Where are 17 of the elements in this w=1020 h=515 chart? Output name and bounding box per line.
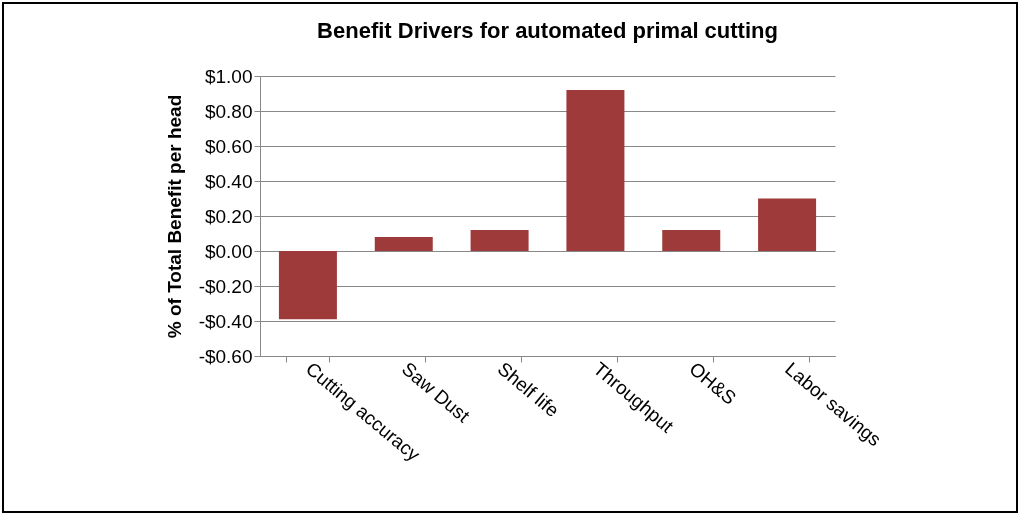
bar xyxy=(566,90,625,251)
y-axis-title: % of Total Benefit per head xyxy=(163,94,185,339)
bar xyxy=(374,237,433,251)
y-tick-label: $0.60 xyxy=(204,135,253,157)
y-tick-label: $1.00 xyxy=(204,65,253,87)
chart-title: Benefit Drivers for automated primal cutting xyxy=(317,18,778,43)
y-tick-label: $0.20 xyxy=(204,205,253,227)
bar xyxy=(758,198,817,251)
bar xyxy=(278,251,337,320)
y-tick-label: -$0.20 xyxy=(198,275,253,297)
y-tick-label: $0.40 xyxy=(204,170,253,192)
bar xyxy=(470,230,529,251)
y-tick-label: -$0.60 xyxy=(198,345,253,367)
y-tick-label: $0.80 xyxy=(204,100,253,122)
y-tick-label: -$0.40 xyxy=(198,310,253,332)
y-tick-label: $0.00 xyxy=(204,240,253,262)
bar xyxy=(662,230,721,251)
